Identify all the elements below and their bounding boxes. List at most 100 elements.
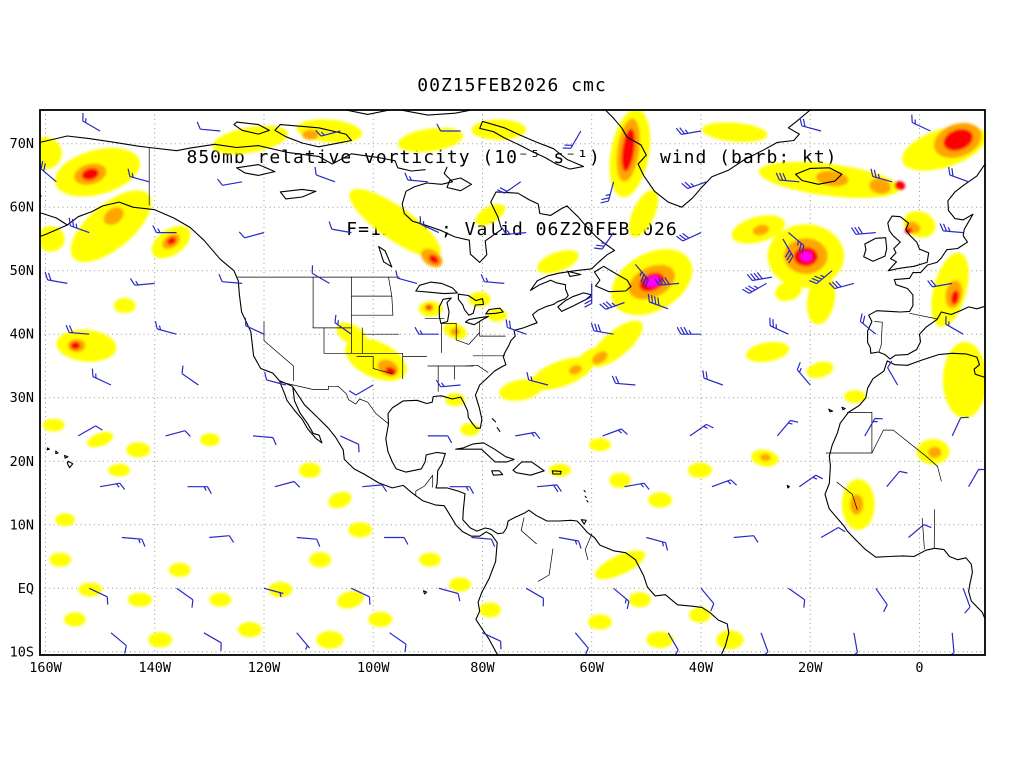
border-line xyxy=(933,509,936,549)
vorticity-blob xyxy=(609,472,631,488)
vorticity-blob xyxy=(81,168,99,181)
lon-tick-label: 100W xyxy=(357,660,390,676)
wind-barb xyxy=(244,317,265,335)
vorticity-blob xyxy=(587,614,612,630)
wind-barb xyxy=(65,324,90,335)
vorticity-blob xyxy=(103,207,124,225)
wind-barb xyxy=(362,484,388,492)
vorticity-blob xyxy=(471,119,527,140)
border-line xyxy=(388,276,393,297)
coastline xyxy=(824,352,985,620)
vorticity-blob xyxy=(167,236,177,245)
wind-barb xyxy=(776,419,799,437)
wind-barb xyxy=(427,435,453,444)
coastline xyxy=(40,176,68,237)
vorticity-blob xyxy=(113,298,136,314)
map-frame xyxy=(39,109,986,656)
wind-barb xyxy=(264,371,286,386)
lon-tick-label: 60W xyxy=(580,660,605,676)
coastline xyxy=(786,484,790,489)
vorticity-blob xyxy=(385,366,396,376)
wind-barb xyxy=(584,283,593,308)
wind-barb xyxy=(742,282,767,294)
coastline xyxy=(584,495,587,499)
wind-barb xyxy=(315,129,341,137)
coastline xyxy=(551,470,562,475)
lat-tick-label: 30N xyxy=(10,390,34,406)
coastline xyxy=(455,442,515,463)
vorticity-blob xyxy=(200,433,220,447)
wind-barb xyxy=(769,317,789,335)
lon-tick-label: 120W xyxy=(248,660,281,676)
vorticity-blob xyxy=(646,275,660,288)
vorticity-blob xyxy=(475,203,505,226)
vorticity-blob xyxy=(449,577,471,592)
coastline xyxy=(236,164,276,176)
wind-barb xyxy=(351,587,371,605)
wind-barb xyxy=(875,587,888,613)
wind-barb xyxy=(68,217,90,234)
wind-barb xyxy=(314,166,336,183)
vorticity-blob xyxy=(943,341,985,419)
vorticity-blob xyxy=(951,290,959,305)
vorticity-blob xyxy=(628,592,651,608)
vorticity-blob xyxy=(445,393,465,407)
vorticity-blob xyxy=(426,305,432,310)
wind-barb xyxy=(328,221,352,234)
border-line xyxy=(356,356,393,374)
border-line xyxy=(921,518,925,550)
wind-barb xyxy=(334,314,352,335)
wind-barb xyxy=(796,362,811,386)
coastline xyxy=(828,408,834,413)
coastline xyxy=(457,293,485,316)
vorticity-blob xyxy=(499,379,543,401)
coastline xyxy=(66,201,499,655)
vorticity-blob xyxy=(687,462,712,478)
lat-tick-label: 10S xyxy=(10,644,34,660)
wind-barb xyxy=(788,232,805,254)
border-line xyxy=(520,517,537,545)
wind-barb xyxy=(44,272,68,284)
vorticity-blob xyxy=(629,190,659,237)
border-line xyxy=(937,465,942,482)
vorticity-blob xyxy=(903,211,936,238)
vorticity-blob xyxy=(904,227,913,234)
vorticity-blob xyxy=(40,226,65,252)
vorticity-blob xyxy=(87,432,114,448)
vorticity-blob xyxy=(648,492,672,508)
lon-tick-label: 140W xyxy=(138,660,171,676)
vorticity-blob xyxy=(549,463,571,477)
vorticity-blob xyxy=(42,418,65,432)
lat-tick-label: 20N xyxy=(10,454,34,470)
coastline xyxy=(586,500,589,503)
wind-barb xyxy=(217,178,243,186)
wind-barb xyxy=(537,484,562,493)
coastline xyxy=(464,315,490,326)
vorticity-blob xyxy=(40,137,62,170)
vorticity-blob xyxy=(646,631,674,649)
coastline xyxy=(485,307,504,315)
border-line xyxy=(537,548,554,582)
wind-barb xyxy=(711,479,738,488)
wind-barb xyxy=(311,265,330,284)
wind-barb xyxy=(176,587,194,608)
wind-barb xyxy=(746,272,773,282)
border-line xyxy=(836,481,858,510)
vorticity-blob xyxy=(844,390,866,403)
vorticity-blob xyxy=(56,329,117,362)
coastline xyxy=(887,215,930,272)
wind-barb xyxy=(505,319,527,335)
wind-barb xyxy=(252,435,277,446)
vorticity-blob xyxy=(419,552,441,567)
vorticity-blob xyxy=(928,446,942,459)
lon-tick-label: 80W xyxy=(470,660,495,676)
vorticity-blob xyxy=(943,128,973,151)
coastline xyxy=(385,166,616,473)
vorticity-blob xyxy=(537,250,579,274)
wind-barb xyxy=(864,417,883,437)
vorticity-blob xyxy=(148,632,173,648)
lat-tick-label: 60N xyxy=(10,200,34,216)
wind-barb xyxy=(859,313,877,335)
